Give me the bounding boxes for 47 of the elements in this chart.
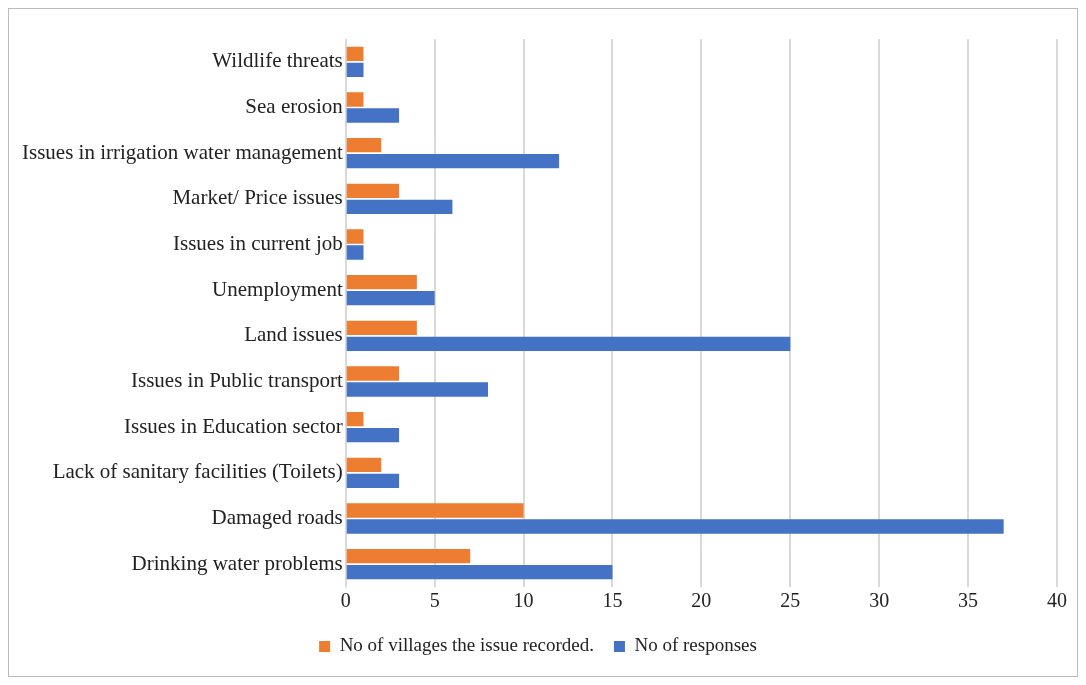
bar [346,290,435,306]
bar [346,92,364,107]
bar [346,183,400,199]
bar [346,519,1004,534]
bar [346,503,524,518]
y-tick-label: Lack of sanitary facilities (Toilets) [52,459,343,484]
bar [346,564,613,580]
bar [346,548,471,564]
bar [346,427,400,443]
x-tick-label: 35 [958,589,979,612]
bar [346,274,417,290]
bar [346,336,791,352]
legend-label: No of responses [634,634,757,656]
bar [346,229,364,244]
bar [346,320,417,336]
x-tick-label: 20 [691,589,712,612]
x-tick-label: 30 [869,589,890,612]
bar [346,137,382,153]
bar [346,366,400,381]
bar [346,457,382,473]
y-tick-label: Sea erosion [245,94,344,119]
x-tick-label: 5 [429,589,440,612]
legend-label: No of villages the issue recorded. [339,634,594,656]
y-tick-label: Market/ Price issues [172,185,343,210]
x-tick-label: 0 [340,589,351,612]
x-tick-label: 40 [1047,589,1067,612]
x-tick-label: 15 [602,589,623,612]
bar [346,411,364,427]
bar [346,473,400,489]
bar [346,382,488,397]
bar [346,245,364,260]
bar [346,62,364,78]
bar [346,108,400,123]
y-tick-label: Issues in irrigation water management [22,139,343,164]
bar [346,153,560,169]
y-tick-label: Unemployment [212,276,343,301]
y-tick-label: Issues in Education sector [124,413,343,438]
x-tick-label: 10 [513,589,534,612]
x-tick-label: 25 [780,589,801,612]
y-tick-label: Wildlife threats [212,48,343,73]
bar [346,46,364,62]
y-tick-label: Damaged roads [211,505,343,530]
y-tick-label: Issues in Public transport [131,368,343,393]
y-tick-label: Land issues [244,322,343,347]
bar [346,199,453,215]
y-tick-label: Drinking water problems [131,550,343,575]
y-tick-label: Issues in current job [173,231,343,256]
